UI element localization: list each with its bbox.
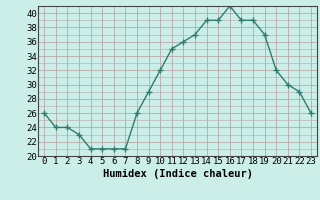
X-axis label: Humidex (Indice chaleur): Humidex (Indice chaleur) [103, 169, 252, 179]
